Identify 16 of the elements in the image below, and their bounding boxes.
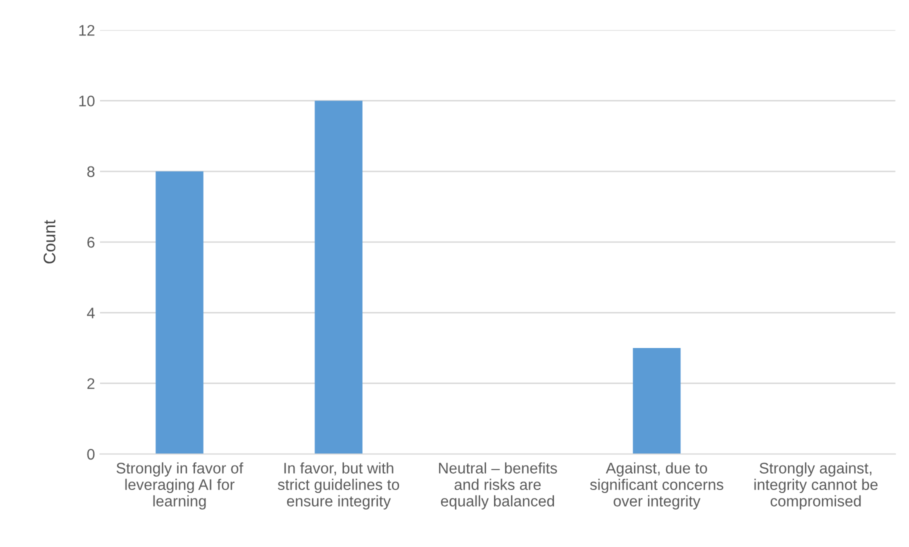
x-tick-label: Strongly against, integrity cannot be compromised (754, 462, 878, 510)
x-tick-label: Neutral – benefits and risks are equally balanced (439, 462, 558, 510)
y-axis-title: Count (44, 220, 56, 264)
bar (156, 171, 204, 454)
y-tick-label: 8 (87, 166, 94, 178)
y-tick-label: 10 (79, 96, 95, 106)
y-tick-label: 2 (87, 378, 94, 389)
bar (632, 348, 681, 454)
x-tick-label: Against, due to significant concerns over integrity (590, 462, 724, 510)
y-tick-label: 12 (79, 24, 94, 36)
y-tick-label: 4 (86, 308, 95, 318)
bar (314, 100, 362, 454)
y-tick-label: 0 (87, 448, 95, 460)
x-tick-label: In favor, but with strict guidelines to ensure integrity (278, 462, 400, 510)
y-tick-label: 6 (87, 236, 94, 248)
x-tick-label: Strongly in favor of leveraging AI for learning (116, 462, 244, 510)
